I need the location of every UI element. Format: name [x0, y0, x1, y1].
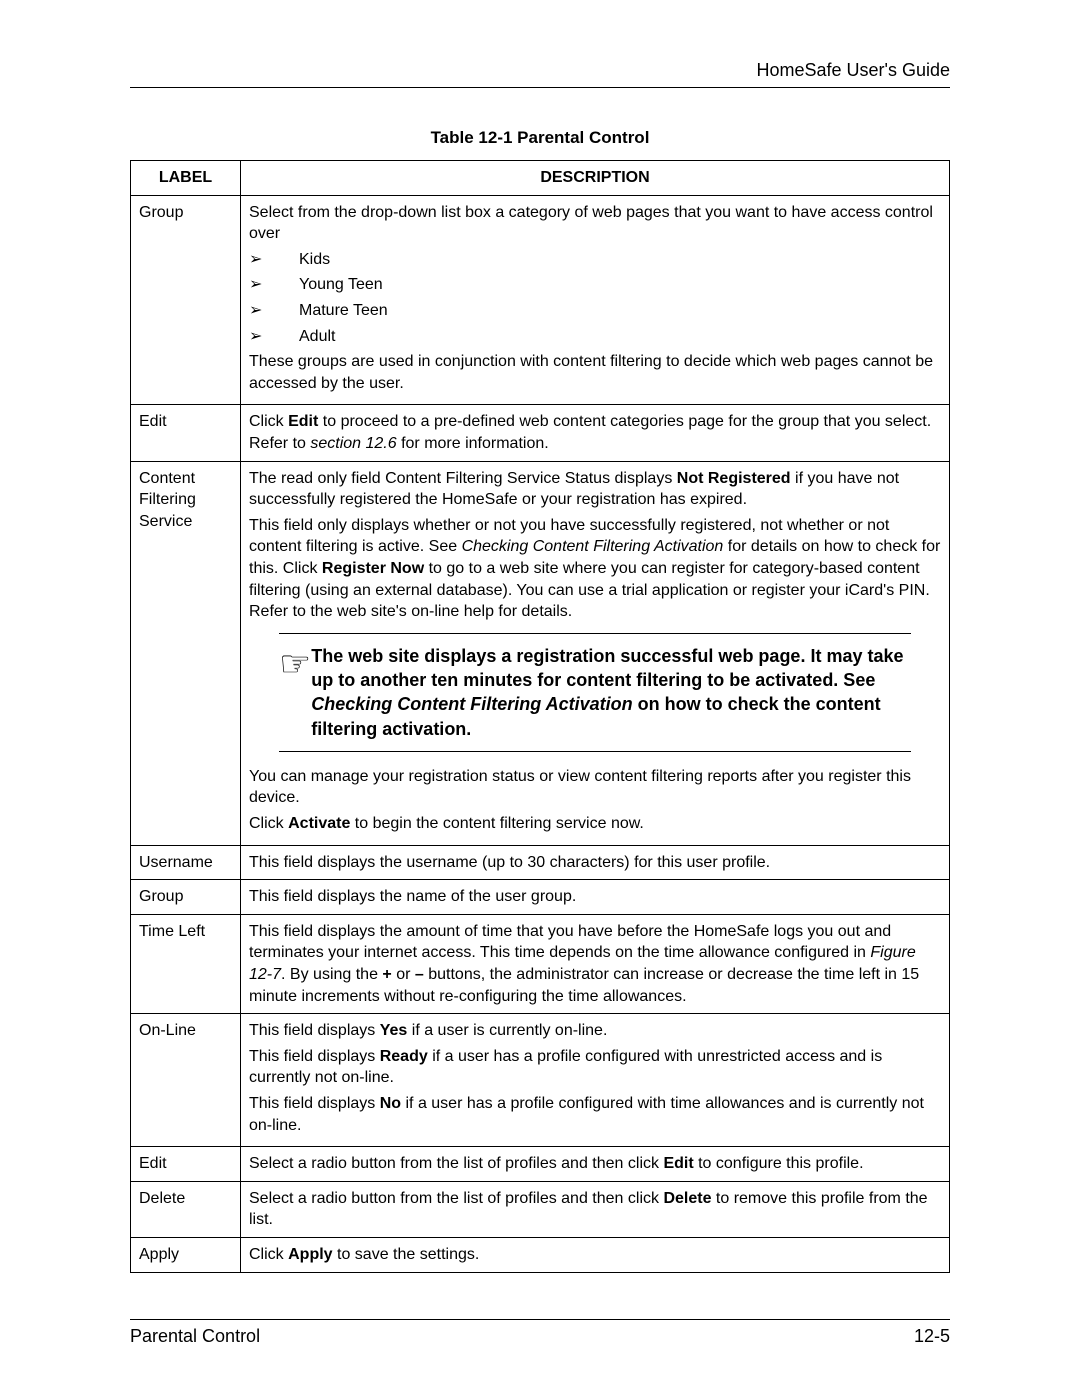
row-label: Delete: [131, 1181, 241, 1237]
row-label: Apply: [131, 1237, 241, 1272]
page: HomeSafe User's Guide Table 12-1 Parenta…: [0, 0, 1080, 1397]
row-label: Username: [131, 845, 241, 880]
row-desc: This field displays Yes if a user is cur…: [241, 1014, 950, 1147]
row-label: Edit: [131, 1147, 241, 1182]
list-item: ➢Kids: [249, 249, 941, 271]
bullet-arrow-icon: ➢: [249, 274, 299, 296]
online-p2: This field displays Ready if a user has …: [249, 1046, 941, 1089]
page-header: HomeSafe User's Guide: [130, 60, 950, 88]
col-description: DESCRIPTION: [241, 161, 950, 196]
table-row: Time Left This field displays the amount…: [131, 914, 950, 1013]
online-p3: This field displays No if a user has a p…: [249, 1093, 941, 1136]
row-desc: Click Apply to save the settings.: [241, 1237, 950, 1272]
table-header-row: LABEL DESCRIPTION: [131, 161, 950, 196]
row-label: Group: [131, 880, 241, 915]
table-row: Edit Click Edit to proceed to a pre-defi…: [131, 405, 950, 461]
footer-right: 12-5: [914, 1326, 950, 1347]
row-label: On-Line: [131, 1014, 241, 1147]
row-desc: The read only field Content Filtering Se…: [241, 461, 950, 845]
row-desc: Click Edit to proceed to a pre-defined w…: [241, 405, 950, 461]
row-label: Edit: [131, 405, 241, 461]
table-title: Table 12-1 Parental Control: [130, 128, 950, 148]
table-row: Username This field displays the usernam…: [131, 845, 950, 880]
row-label: Content Filtering Service: [131, 461, 241, 845]
table-row: Group Select from the drop-down list box…: [131, 195, 950, 405]
bullet-arrow-icon: ➢: [249, 326, 299, 348]
parental-control-table: LABEL DESCRIPTION Group Select from the …: [130, 160, 950, 1273]
table-row: Group This field displays the name of th…: [131, 880, 950, 915]
bullet-arrow-icon: ➢: [249, 300, 299, 322]
group-intro: Select from the drop-down list box a cat…: [249, 202, 941, 245]
table-row: Content Filtering Service The read only …: [131, 461, 950, 845]
table-row: On-Line This field displays Yes if a use…: [131, 1014, 950, 1147]
list-item: ➢Mature Teen: [249, 300, 941, 322]
callout-box: ☞ The web site displays a registration s…: [279, 633, 911, 752]
group-outro: These groups are used in conjunction wit…: [249, 351, 941, 394]
row-desc: This field displays the amount of time t…: [241, 914, 950, 1013]
cfs-p4: Click Activate to begin the content filt…: [249, 813, 941, 835]
row-desc: Select a radio button from the list of p…: [241, 1181, 950, 1237]
pointing-hand-icon: ☞: [279, 644, 311, 741]
row-desc: Select from the drop-down list box a cat…: [241, 195, 950, 405]
footer-left: Parental Control: [130, 1326, 260, 1347]
header-title: HomeSafe User's Guide: [756, 60, 950, 80]
row-desc: This field displays the username (up to …: [241, 845, 950, 880]
list-item: ➢Young Teen: [249, 274, 941, 296]
callout-text: The web site displays a registration suc…: [311, 644, 911, 741]
list-item: ➢Adult: [249, 326, 941, 348]
row-desc: This field displays the name of the user…: [241, 880, 950, 915]
online-p1: This field displays Yes if a user is cur…: [249, 1020, 941, 1042]
table-row: Edit Select a radio button from the list…: [131, 1147, 950, 1182]
table-row: Delete Select a radio button from the li…: [131, 1181, 950, 1237]
row-label: Time Left: [131, 914, 241, 1013]
table-row: Apply Click Apply to save the settings.: [131, 1237, 950, 1272]
row-label: Group: [131, 195, 241, 405]
page-footer: Parental Control 12-5: [130, 1319, 950, 1347]
row-desc: Select a radio button from the list of p…: [241, 1147, 950, 1182]
cfs-p1: The read only field Content Filtering Se…: [249, 468, 941, 511]
col-label: LABEL: [131, 161, 241, 196]
bullet-arrow-icon: ➢: [249, 249, 299, 271]
cfs-p3: You can manage your registration status …: [249, 766, 941, 809]
cfs-p2: This field only displays whether or not …: [249, 515, 941, 623]
